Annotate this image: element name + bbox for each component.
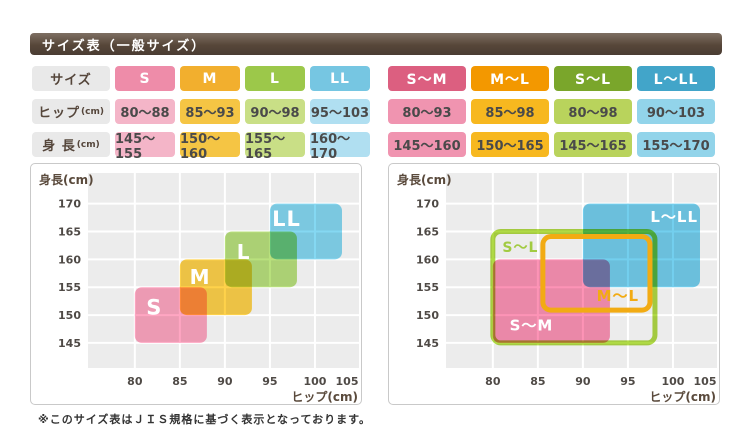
y-tick-165: 165 <box>58 226 81 239</box>
size-header-S～M: S～M <box>388 66 466 91</box>
x-tick-100: 100 <box>303 375 326 388</box>
size-chart-combined: S～L S～M L～LL M～L 80 85 90 95 100 105 145 150 155 160 1… <box>388 163 720 405</box>
y-axis-label: 身長(cm) <box>39 172 94 187</box>
y-tick-155: 155 <box>416 281 439 294</box>
y-tick-165: 165 <box>416 226 439 239</box>
x-tick-80: 80 <box>127 375 143 388</box>
size-region-label-M: M <box>190 265 211 289</box>
y-tick-170: 170 <box>58 198 81 211</box>
height-value-LL: 160～170 <box>310 132 370 162</box>
y-tick-145: 145 <box>416 337 439 350</box>
row-label-height: 身 長 (cm) <box>32 132 110 157</box>
size-region-label-S～M: S～M <box>510 316 554 334</box>
size-header-M～L: M～L <box>471 66 549 91</box>
hip-value-S: 80～88 <box>115 99 175 124</box>
size-column-S～M: S～M 80～93 145～160 <box>388 66 466 157</box>
y-tick-145: 145 <box>58 337 81 350</box>
size-header-L～LL: L～LL <box>637 66 715 91</box>
height-value-S: 145～155 <box>115 132 175 162</box>
height-value-L: 155～165 <box>245 132 305 162</box>
size-region-label-L: L <box>237 240 251 264</box>
y-tick-160: 160 <box>58 253 81 266</box>
page-title: サイズ表（一般サイズ） <box>42 38 207 54</box>
x-tick-100: 100 <box>661 375 684 388</box>
x-tick-90: 90 <box>217 375 233 388</box>
size-region-label-S: S <box>146 295 162 319</box>
size-region-M～L <box>540 234 653 313</box>
size-header-L: L <box>245 66 305 91</box>
size-header-S: S <box>115 66 175 91</box>
size-column-S: S 80～88 145～155 <box>115 66 175 162</box>
size-region-label-S～L: S～L <box>502 240 538 256</box>
row-label-text: ヒップ <box>38 106 81 121</box>
row-label-hip: ヒップ (cm) <box>32 99 110 124</box>
x-tick-90: 90 <box>575 375 591 388</box>
size-column-L～LL: L～LL 90～103 155～170 <box>637 66 715 157</box>
y-tick-155: 155 <box>58 281 81 294</box>
height-value-M～L: 150～165 <box>471 132 549 157</box>
x-tick-85: 85 <box>530 375 545 388</box>
size-header-S～L: S～L <box>554 66 632 91</box>
x-tick-80: 80 <box>485 375 501 388</box>
height-value-S～M: 145～160 <box>388 132 466 157</box>
size-header-LL: LL <box>310 66 370 91</box>
chart-canvas: S～L S～M L～LL M～L 80 85 90 95 100 105 145 150 155 160 1… <box>397 172 719 404</box>
footnote: ※このサイズ表はＪＩＳ規格に基づく表示となっております。 <box>38 413 372 426</box>
hip-value-LL: 95～103 <box>310 99 370 124</box>
x-axis-label: ヒップ(cm) <box>291 389 358 404</box>
y-axis-label: 身長(cm) <box>397 172 452 187</box>
y-tick-170: 170 <box>416 198 439 211</box>
hip-value-L: 90～98 <box>245 99 305 124</box>
row-label-size: サイズ <box>32 66 110 91</box>
size-column-M～L: M～L 85～98 150～165 <box>471 66 549 157</box>
size-column-S～L: S～L 80～98 145～165 <box>554 66 632 157</box>
size-table-general: サイズ ヒップ (cm) 身 長 (cm) S 80～88 145～155 M 85～93 150～… <box>32 66 370 162</box>
size-column-L: L 90～98 155～165 <box>245 66 305 162</box>
size-header-M: M <box>180 66 240 91</box>
row-label-column: サイズ ヒップ (cm) 身 長 (cm) <box>32 66 110 157</box>
x-tick-95: 95 <box>262 375 277 388</box>
row-label-unit: (cm) <box>81 106 104 117</box>
height-value-L～LL: 155～170 <box>637 132 715 157</box>
size-region-label-M～L: M～L <box>597 287 640 305</box>
size-region-L～LL <box>582 203 700 288</box>
x-tick-85: 85 <box>172 375 187 388</box>
x-tick-105: 105 <box>694 375 717 388</box>
size-column-LL: LL 95～103 160～170 <box>310 66 370 162</box>
x-axis-label: ヒップ(cm) <box>649 389 716 404</box>
title-bar: サイズ表（一般サイズ） <box>30 33 722 55</box>
size-region-label-L～LL: L～LL <box>650 208 698 226</box>
y-tick-150: 150 <box>416 309 439 322</box>
height-value-M: 150～160 <box>180 132 240 162</box>
hip-value-M: 85～93 <box>180 99 240 124</box>
size-region-label-LL: LL <box>272 207 301 231</box>
height-value-S～L: 145～165 <box>554 132 632 157</box>
size-region-S～M <box>492 259 610 343</box>
size-column-M: M 85～93 150～160 <box>180 66 240 162</box>
row-label-text: サイズ <box>50 73 92 88</box>
hip-value-S～M: 80～93 <box>388 99 466 124</box>
size-table-combined: S～M 80～93 145～160 M～L 85～98 150～165 S～L 80～98 14… <box>388 66 715 157</box>
hip-value-M～L: 85～98 <box>471 99 549 124</box>
x-tick-105: 105 <box>336 375 359 388</box>
hip-value-S～L: 80～98 <box>554 99 632 124</box>
hip-value-L～LL: 90～103 <box>637 99 715 124</box>
size-chart-general: S M L LL 80 85 90 95 100 105 145 150 155 160 165 170 身長(… <box>30 163 362 405</box>
y-tick-150: 150 <box>58 309 81 322</box>
row-label-unit: (cm) <box>76 139 100 150</box>
x-tick-95: 95 <box>620 375 635 388</box>
row-label-text: 身 長 <box>42 139 76 154</box>
y-tick-160: 160 <box>416 253 439 266</box>
size-region-LL <box>269 203 342 260</box>
